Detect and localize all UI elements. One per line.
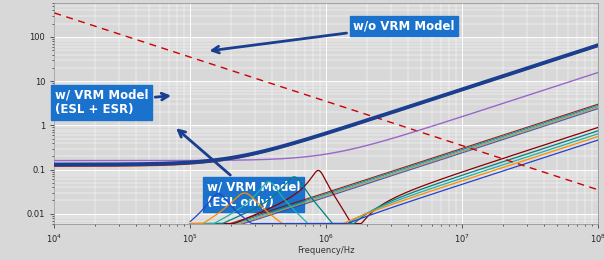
Text: w/o VRM Model: w/o VRM Model [213,19,455,53]
Text: w/ VRM Model
(ESL only): w/ VRM Model (ESL only) [178,130,300,209]
Text: w/ VRM Model
(ESL + ESR): w/ VRM Model (ESL + ESR) [55,88,168,116]
X-axis label: Frequency/Hz: Frequency/Hz [297,246,355,255]
